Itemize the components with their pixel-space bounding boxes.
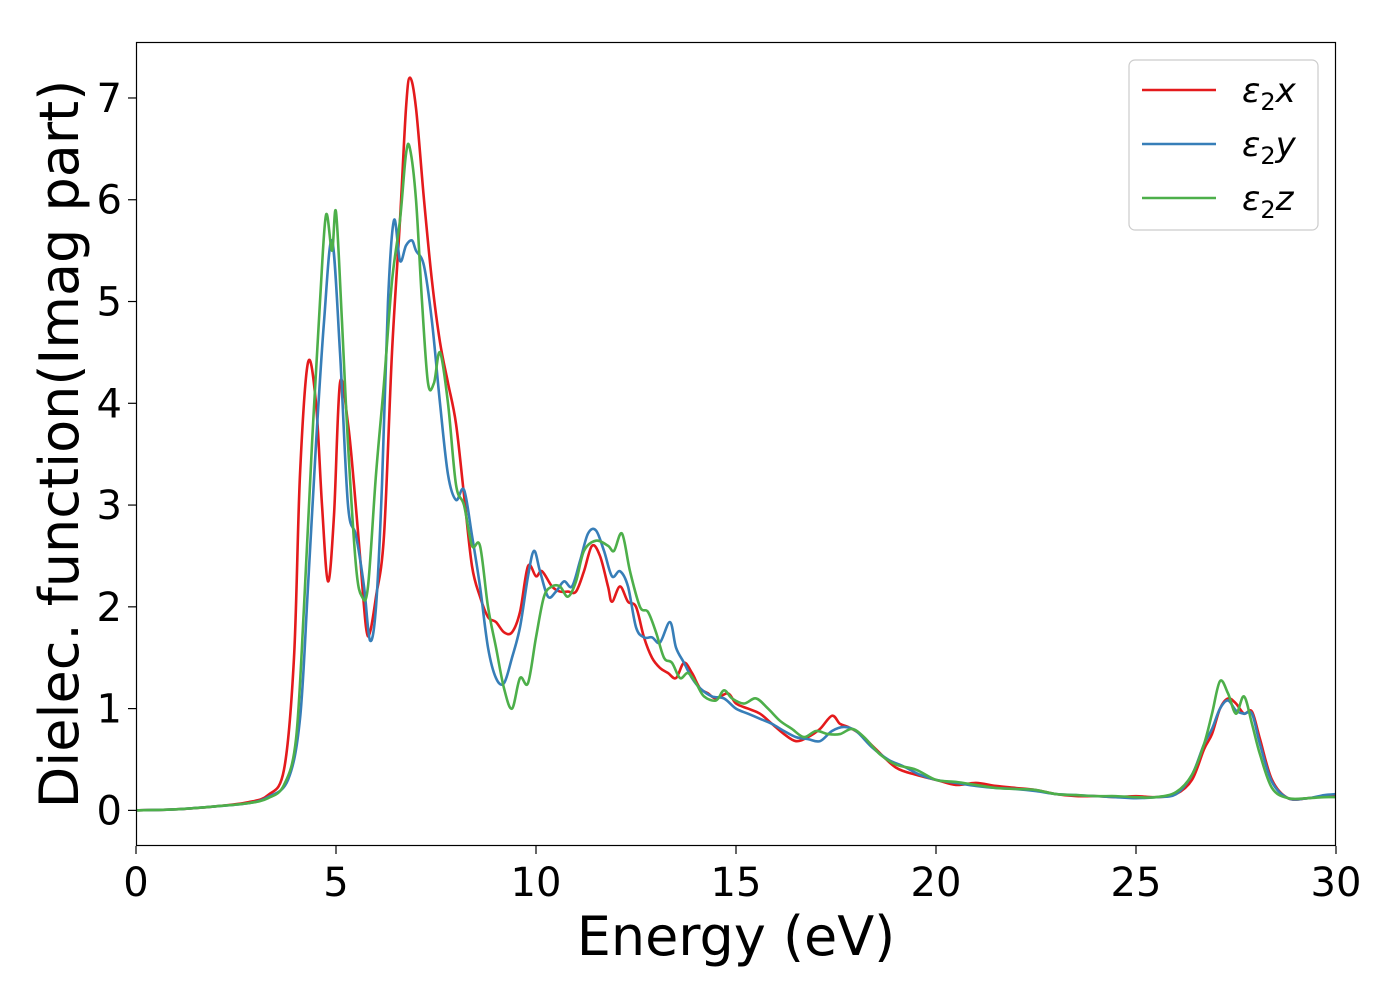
- legend-label-x: ε2x: [1242, 71, 1297, 116]
- x-tick-label: 10: [511, 860, 562, 906]
- legend: ε2x ε2y ε2z: [1128, 59, 1319, 231]
- legend-label-z: ε2z: [1242, 179, 1295, 224]
- y-tick-label: 5: [97, 280, 122, 326]
- series-line-y: [136, 218, 1336, 812]
- series-line-z: [136, 142, 1336, 812]
- x-tick-label: 0: [123, 860, 148, 906]
- y-tick-label: 1: [97, 687, 122, 733]
- legend-label-y: ε2y: [1242, 125, 1297, 170]
- x-tick-label: 20: [911, 860, 962, 906]
- x-axis-label: Energy (eV): [577, 905, 896, 968]
- x-tick-label: 30: [1311, 860, 1362, 906]
- x-tick-label: 25: [1111, 860, 1162, 906]
- legend-box: [1128, 59, 1319, 231]
- x-tick-label: 15: [711, 860, 762, 906]
- y-tick-label: 0: [97, 788, 122, 834]
- y-tick-label: 6: [97, 178, 122, 224]
- x-tick-label: 5: [323, 860, 348, 906]
- y-tick-label: 2: [97, 585, 122, 631]
- y-tick-label: 7: [97, 76, 122, 122]
- y-tick-label: 4: [97, 381, 122, 427]
- axis-ticks: 0 5 10 15 20 25 30 0 1 2 3 4 5 6 7: [97, 76, 1362, 906]
- series-lines: [136, 76, 1336, 812]
- plot-frame: [135, 41, 1337, 847]
- y-axis-label: Dielec. function(Imag part): [28, 80, 91, 809]
- y-tick-label: 3: [97, 483, 122, 529]
